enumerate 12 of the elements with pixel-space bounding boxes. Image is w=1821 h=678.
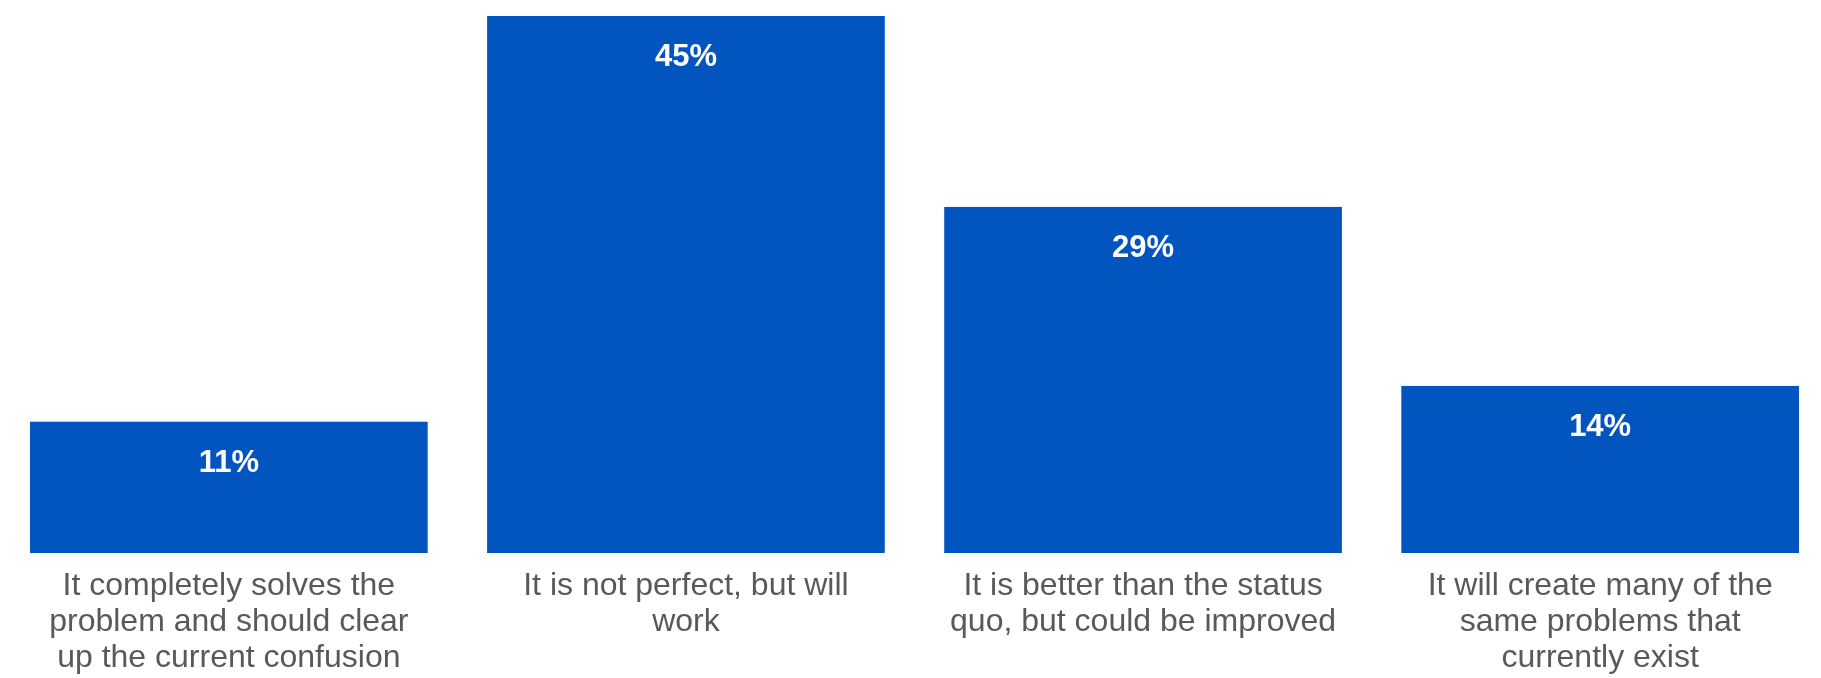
bar <box>1401 385 1799 553</box>
x-tick-label: It is not perfect, but will work <box>523 566 849 638</box>
x-tick-label: It is better than the status quo, but could be improved <box>950 566 1337 638</box>
x-tick-label: It completely solves the problem and should clear up the current confusion <box>49 566 409 674</box>
bar <box>487 16 885 553</box>
x-tick-label: It will create many of the same problems that currently exist <box>1427 566 1773 674</box>
data-label: 45% <box>654 38 717 73</box>
bar <box>944 206 1342 553</box>
bar <box>30 421 428 553</box>
data-label: 11% <box>198 443 260 479</box>
data-label: 29% <box>1112 228 1175 264</box>
data-label: 14% <box>1569 407 1632 443</box>
